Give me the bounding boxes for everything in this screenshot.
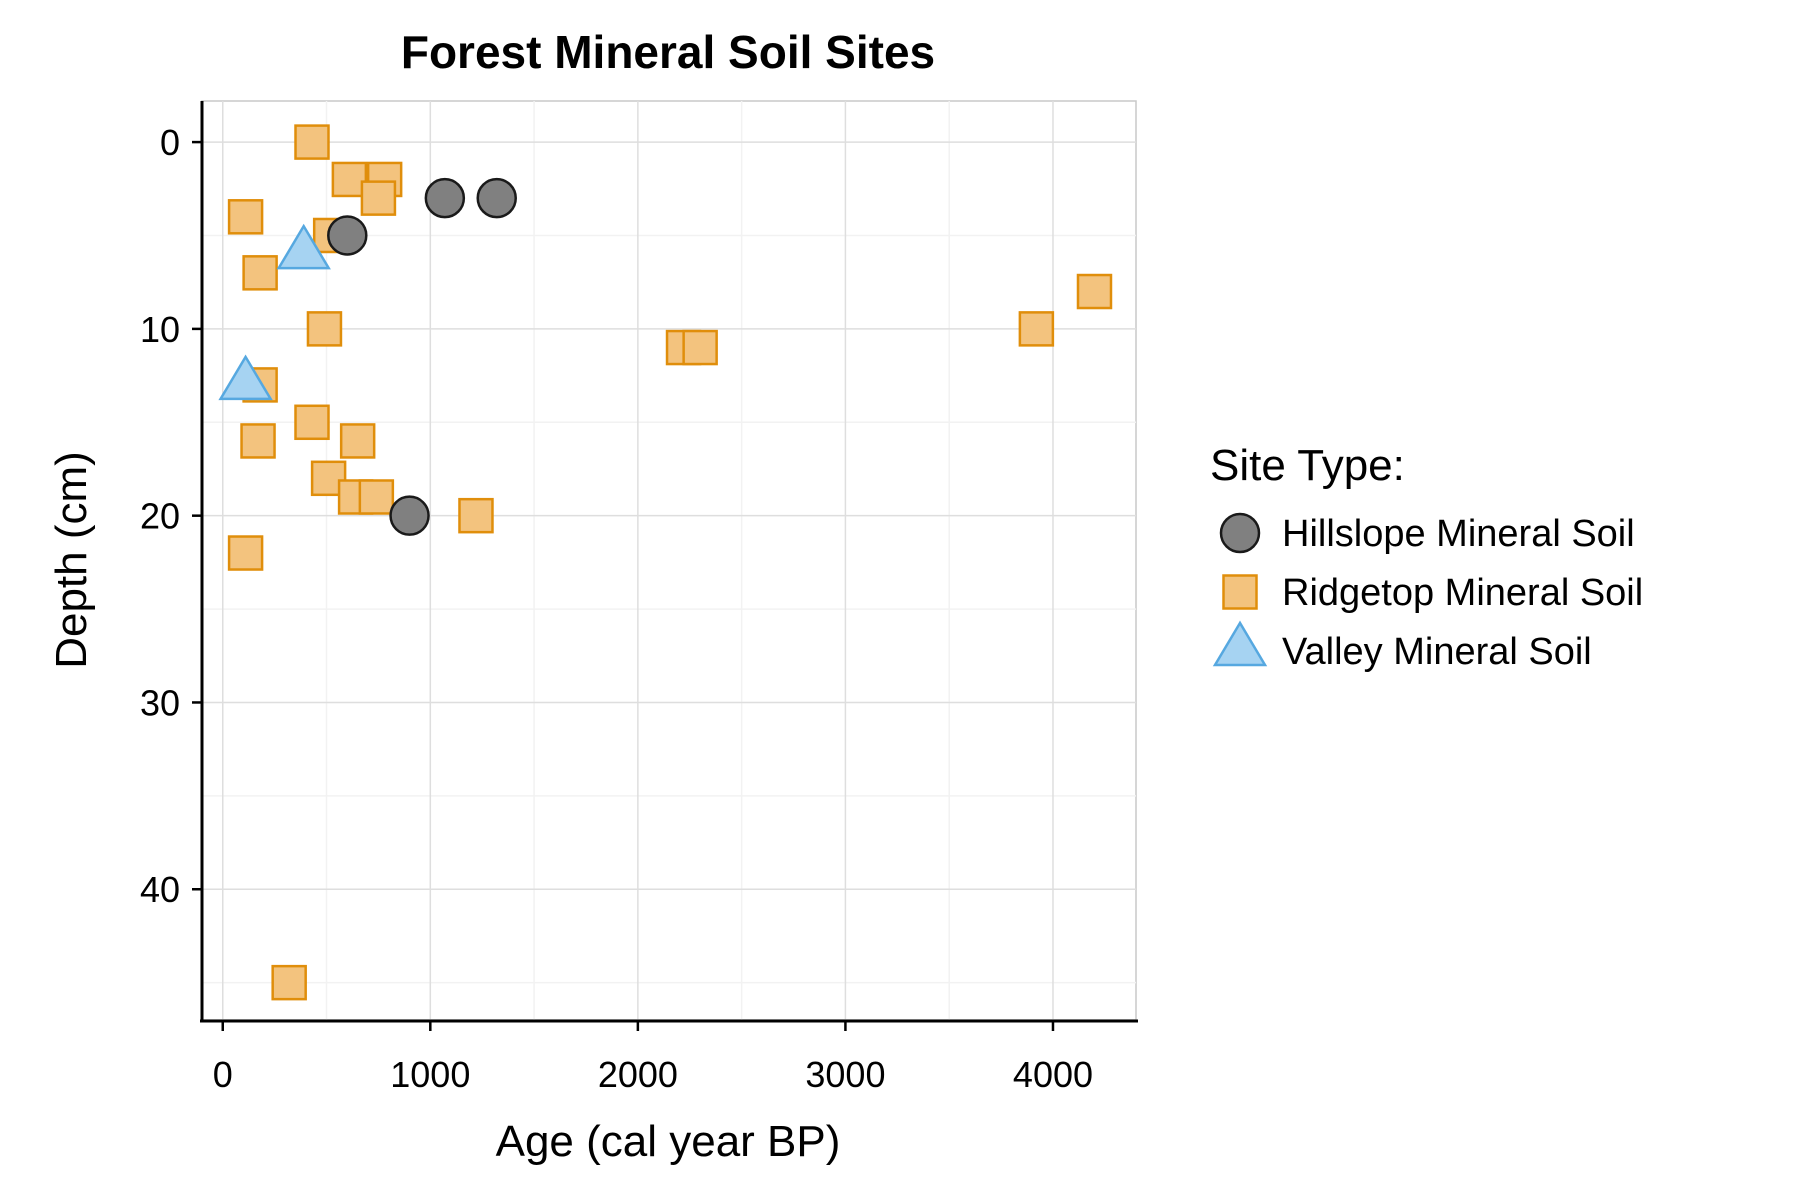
y-tick-label: 0	[160, 122, 180, 163]
plot-background	[201, 100, 1137, 1021]
x-tick-label: 3000	[805, 1054, 885, 1095]
legend: Site Type: Hillslope Mineral Soil Ridgeto…	[1210, 441, 1643, 673]
legend-item: Ridgetop Mineral Soil	[1222, 572, 1643, 614]
data-point-circle	[476, 177, 517, 219]
x-tick-label: 4000	[1013, 1054, 1093, 1095]
legend-label: Hillslope Mineral Soil	[1282, 513, 1635, 555]
data-point-square	[242, 255, 278, 291]
data-point-circle	[389, 495, 430, 536]
plot-panel: 0 1000 2000 3000 4000 0 10 20 30 40	[140, 100, 1138, 1095]
x-tick-label: 2000	[598, 1054, 678, 1095]
legend-items: Hillslope Mineral Soil Ridgetop Mineral S…	[1212, 512, 1643, 673]
data-point-square	[358, 479, 395, 515]
legend-label: Valley Mineral Soil	[1282, 631, 1592, 673]
data-point-square	[331, 161, 368, 198]
data-point-square	[360, 180, 397, 216]
data-point-square	[294, 124, 330, 160]
x-axis-title: Age (cal year BP)	[496, 1117, 841, 1166]
y-tick-label: 10	[140, 309, 180, 350]
legend-title: Site Type:	[1210, 441, 1405, 490]
data-point-square	[1018, 311, 1055, 347]
data-point-triangle	[276, 223, 331, 270]
x-tick-label: 0	[213, 1054, 233, 1095]
y-tick-label: 30	[140, 682, 180, 723]
data-point-square	[227, 535, 264, 571]
chart-title: Forest Mineral Soil Sites	[401, 26, 935, 78]
legend-label: Ridgetop Mineral Soil	[1282, 572, 1643, 614]
x-tick-label: 1000	[390, 1054, 470, 1095]
data-point-square	[458, 497, 494, 534]
data-point-triangle	[218, 354, 273, 401]
legend-key-square	[1222, 574, 1258, 610]
data-point-square	[1076, 273, 1113, 310]
data-point-square	[227, 199, 264, 235]
legend-item: Valley Mineral Soil	[1212, 620, 1592, 673]
data-points	[218, 124, 1113, 1001]
y-tick-label: 40	[140, 869, 180, 910]
x-axis-ticks: 0 1000 2000 3000 4000	[213, 1021, 1093, 1095]
legend-key-triangle	[1212, 620, 1268, 667]
legend-key-circle	[1219, 512, 1261, 554]
y-axis-title: Depth (cm)	[47, 451, 96, 669]
data-point-square	[339, 423, 376, 459]
data-point-circle	[327, 215, 368, 256]
data-point-square	[271, 964, 307, 1001]
data-point-square	[682, 329, 718, 366]
data-point-square	[240, 423, 276, 459]
data-point-square	[294, 404, 330, 441]
data-point-circle	[424, 177, 466, 219]
legend-item: Hillslope Mineral Soil	[1219, 512, 1635, 555]
grid	[202, 101, 1136, 1020]
y-axis-ticks: 0 10 20 30 40	[140, 122, 202, 910]
y-tick-label: 20	[140, 496, 180, 537]
data-point-square	[306, 311, 343, 347]
